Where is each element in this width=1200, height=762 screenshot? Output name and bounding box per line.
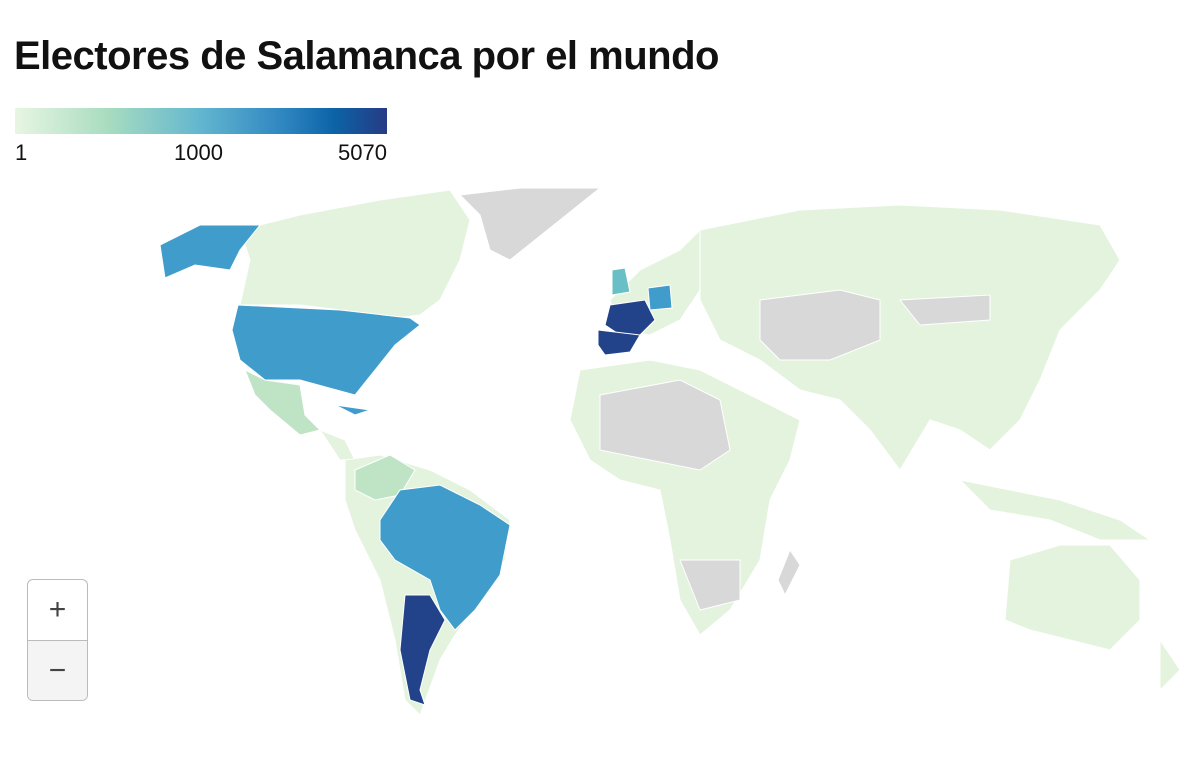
region <box>239 189 471 321</box>
region <box>458 187 602 261</box>
region <box>599 379 731 471</box>
region <box>159 224 262 279</box>
zoom-in[interactable]: + <box>48 593 67 626</box>
legend-label: 5070 <box>338 140 387 165</box>
region <box>399 594 446 706</box>
region <box>679 559 741 611</box>
region <box>611 267 631 296</box>
zoom-out[interactable]: − <box>28 640 87 700</box>
region <box>958 479 1152 541</box>
region <box>379 484 511 631</box>
title: Electores de Salamanca por el mundo <box>14 34 719 78</box>
region <box>334 404 371 416</box>
zoom-control: + − <box>27 579 88 701</box>
region <box>777 548 801 597</box>
legend-label: 1000 <box>174 140 223 165</box>
region <box>647 284 673 311</box>
region <box>759 289 881 361</box>
region <box>231 304 421 396</box>
color-scale <box>15 108 387 134</box>
region <box>318 428 356 461</box>
legend-label: 1 <box>15 140 28 165</box>
region <box>597 329 641 356</box>
region <box>699 204 1121 471</box>
region <box>1159 638 1181 692</box>
region <box>899 294 991 326</box>
region <box>1004 544 1141 651</box>
